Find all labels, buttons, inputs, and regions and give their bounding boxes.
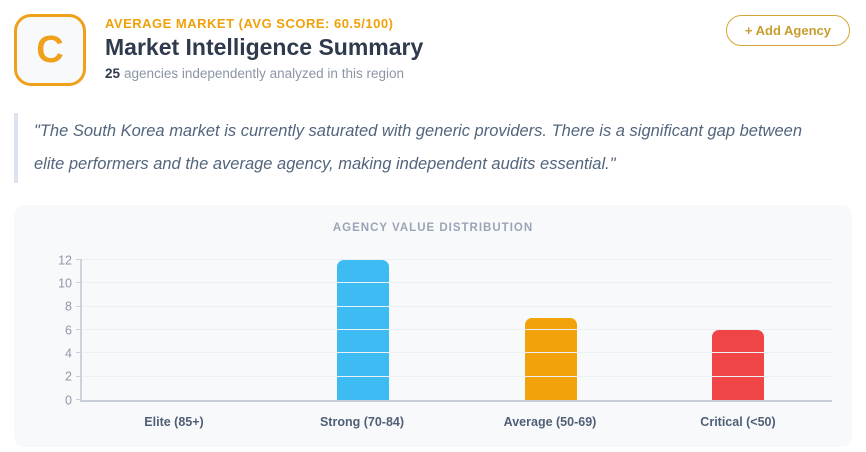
gridline	[82, 282, 832, 284]
grade-badge: C	[14, 14, 86, 86]
market-quote: "The South Korea market is currently sat…	[14, 113, 846, 183]
bar-column	[457, 260, 645, 400]
bars-row	[82, 260, 832, 400]
x-axis-label: Elite (85+)	[144, 415, 204, 429]
agency-count-text: agencies independently analyzed in this …	[124, 66, 404, 81]
y-axis-tickmark	[76, 375, 82, 377]
bar-column	[645, 260, 833, 400]
bar-column	[270, 260, 458, 400]
y-axis-tickmark	[76, 282, 82, 284]
bar-critical	[712, 330, 765, 400]
y-axis-tick: 8	[65, 299, 72, 314]
gridline	[82, 329, 832, 330]
x-axis-label: Strong (70-84)	[319, 415, 405, 429]
bar-strong	[337, 260, 390, 400]
market-eyebrow: AVERAGE MARKET (AVG SCORE: 60.5/100)	[105, 16, 394, 31]
y-axis-tick: 12	[58, 252, 72, 267]
x-axis-label: Average (50-69)	[503, 415, 597, 429]
y-axis-tickmark	[76, 352, 82, 354]
gridline	[82, 375, 832, 377]
grade-letter: C	[36, 28, 64, 71]
y-axis-tickmark	[76, 259, 82, 260]
y-axis-tickmark	[76, 305, 82, 307]
agency-count: 25	[105, 66, 121, 81]
x-axis-labels: Elite (85+) Strong (70-84) Average (50-69)…	[80, 402, 832, 429]
gridline	[82, 352, 832, 354]
bar-column	[82, 260, 270, 400]
x-axis-label: Critical (<50)	[700, 415, 776, 429]
chart-plot: 0 2 4 6 8 10 12	[58, 254, 832, 406]
page-title: Market Intelligence Summary	[105, 34, 424, 60]
bar-average	[524, 318, 577, 400]
add-agency-button[interactable]: + Add Agency	[725, 15, 850, 46]
y-axis-tickmark	[76, 399, 82, 400]
agency-count-subtitle: 25 agencies independently analyzed in thi…	[105, 66, 726, 81]
gridline	[82, 259, 832, 260]
y-axis-tick: 6	[65, 322, 72, 337]
gridline	[82, 305, 832, 307]
chart-title: AGENCY VALUE DISTRIBUTION	[332, 222, 534, 234]
header-text: AVERAGE MARKET (AVG SCORE: 60.5/100) Mar…	[105, 14, 726, 81]
y-axis-tick: 4	[65, 346, 72, 361]
y-axis-tick: 0	[65, 392, 72, 407]
page-header: C AVERAGE MARKET (AVG SCORE: 60.5/100) M…	[0, 0, 866, 86]
y-axis-tick: 10	[58, 276, 72, 291]
y-axis-tick: 2	[65, 369, 72, 384]
y-axis-tickmark	[76, 329, 82, 330]
chart-card: AGENCY VALUE DISTRIBUTION 0 2 4 6 8 10 12 Elit…	[14, 205, 852, 447]
